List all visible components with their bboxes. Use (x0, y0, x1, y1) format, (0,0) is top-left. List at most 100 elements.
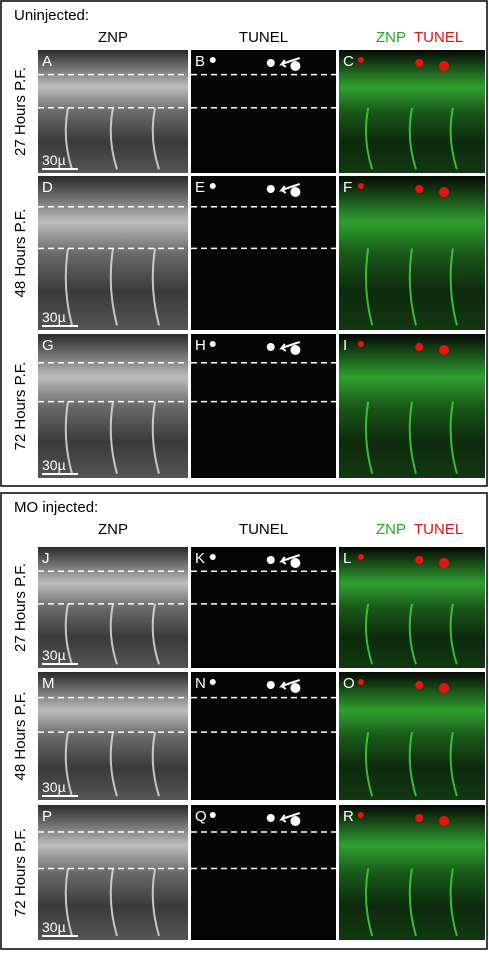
tunel-spot (415, 681, 424, 689)
tunel-spot (439, 345, 450, 355)
panel: A (38, 50, 188, 173)
panel: J (38, 547, 188, 668)
tunel-spot (439, 816, 450, 826)
column-header: ZNP (98, 29, 128, 46)
column-header: TUNEL (239, 521, 288, 538)
tunel-spot (290, 558, 301, 568)
merged-header-znp: ZNP (376, 29, 406, 46)
nerve (109, 731, 118, 797)
tunel-spot (266, 681, 275, 689)
tunel-spot (266, 343, 275, 351)
nerve (151, 401, 160, 474)
tunel-spot (357, 554, 364, 560)
tunel-spot (290, 816, 301, 826)
nerve (109, 401, 118, 474)
nerve (449, 868, 458, 937)
nerve (364, 248, 374, 326)
tunel-spot (209, 57, 216, 63)
panel-letter: N (195, 675, 206, 692)
scale-label: 30µ (42, 779, 66, 795)
nerve (408, 868, 417, 937)
panel-letter: O (343, 675, 355, 692)
panel-letter: M (42, 675, 55, 692)
panel-image (191, 805, 336, 940)
scale-label: 30µ (42, 647, 66, 663)
tunel-spot (290, 345, 301, 355)
panel-letter: F (343, 179, 352, 196)
panel-image (191, 176, 336, 330)
tunel-spot (415, 59, 424, 67)
nerve (364, 731, 374, 797)
panel-letter: I (343, 337, 347, 354)
row-label: 48 Hours P.F. (12, 209, 29, 298)
nerve (64, 731, 73, 797)
panel: O (339, 672, 485, 800)
nerve (449, 248, 458, 326)
scale-label: 30µ (42, 309, 66, 325)
nerve (64, 107, 73, 170)
section-box (0, 492, 488, 950)
panel-letter: J (42, 550, 50, 567)
nerve (408, 248, 417, 326)
tunel-spot (357, 57, 364, 63)
panel: E (191, 176, 336, 330)
tunel-spot (357, 341, 364, 347)
nerve (151, 868, 160, 937)
panel-letter: G (42, 337, 54, 354)
arrow (279, 183, 301, 194)
section-title: Uninjected: (14, 7, 89, 24)
nerve (408, 401, 417, 474)
column-header: ZNP (98, 521, 128, 538)
nerve (364, 401, 374, 474)
row-label: 27 Hours P.F. (12, 563, 29, 652)
row-label: 27 Hours P.F. (12, 67, 29, 156)
panel: R (339, 805, 485, 940)
panel-image (191, 547, 336, 668)
merged-header-tunel: TUNEL (414, 29, 463, 46)
panel-letter: A (42, 53, 52, 70)
nerve (109, 248, 118, 326)
panel: H (191, 334, 336, 478)
panel: L (339, 547, 485, 668)
nerve (64, 248, 73, 326)
tunel-spot (209, 554, 216, 560)
arrow (279, 679, 301, 690)
nerve (364, 603, 374, 665)
nerve (109, 868, 118, 937)
merged-header-tunel: TUNEL (414, 521, 463, 538)
tunel-spot (266, 814, 275, 822)
row-label: 72 Hours P.F. (12, 362, 29, 451)
scale-label: 30µ (42, 152, 66, 168)
nerve (151, 603, 160, 665)
nerve (64, 603, 73, 665)
tunel-spot (439, 61, 450, 71)
panel: C (339, 50, 485, 173)
tunel-spot (290, 61, 301, 71)
column-header: TUNEL (239, 29, 288, 46)
panel-letter: C (343, 53, 354, 70)
nerve (109, 603, 118, 665)
nerve (449, 401, 458, 474)
panel-letter: K (195, 550, 205, 567)
nerve (449, 107, 458, 170)
merged-header-znp: ZNP (376, 521, 406, 538)
panel-letter: D (42, 179, 53, 196)
panel-letter: Q (195, 808, 207, 825)
tunel-spot (415, 343, 424, 351)
nerve (408, 731, 417, 797)
section-box (0, 0, 488, 487)
nerve (64, 868, 73, 937)
tunel-spot (266, 556, 275, 564)
panel-letter: L (343, 550, 351, 567)
panel: N (191, 672, 336, 800)
tunel-spot (439, 187, 450, 197)
panel: P (38, 805, 188, 940)
tunel-spot (415, 556, 424, 564)
tunel-spot (290, 187, 301, 197)
nerve (64, 401, 73, 474)
panel: B (191, 50, 336, 173)
tunel-spot (290, 683, 301, 693)
panel: F (339, 176, 485, 330)
tunel-spot (209, 341, 216, 347)
